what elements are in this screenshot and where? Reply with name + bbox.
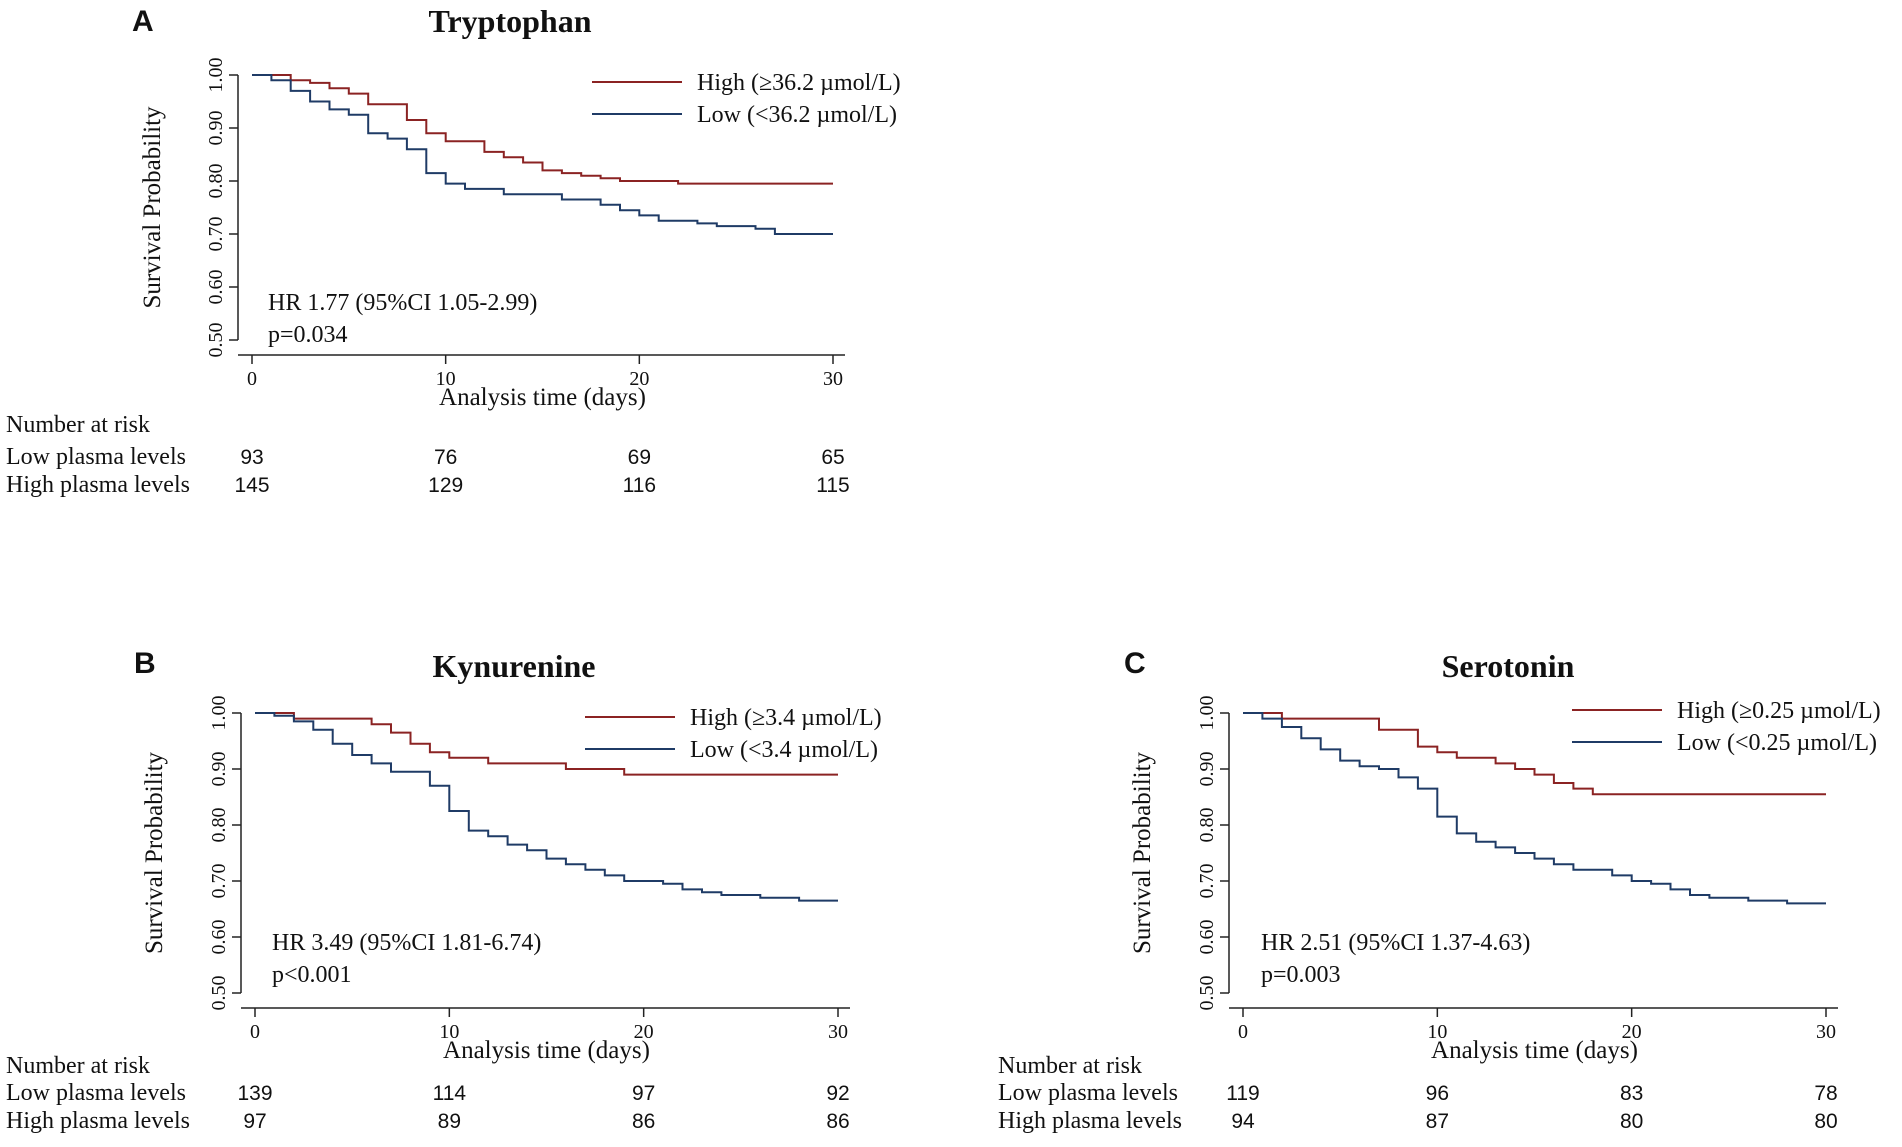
risk-count-c-1-0: 94 — [1231, 1110, 1255, 1133]
risk-count-b-0-3: 92 — [826, 1082, 849, 1105]
y-axis-label-c: Survival Probability — [1129, 751, 1156, 954]
x-tick-label-c-1: 10 — [1427, 1021, 1447, 1043]
risk-row-label-c-1: High plasma levels — [998, 1108, 1182, 1134]
x-axis-label-c: Analysis time (days) — [1431, 1037, 1638, 1064]
risk-count-c-0-2: 83 — [1620, 1082, 1643, 1105]
risk-count-a-0-2: 69 — [628, 446, 651, 469]
risk-count-a-0-3: 65 — [821, 446, 844, 469]
risk-count-c-0-3: 78 — [1814, 1082, 1837, 1105]
y-tick-label-c-1: 0.60 — [1196, 920, 1218, 955]
y-tick-label-a-0: 0.50 — [205, 323, 227, 358]
risk-count-b-0-1: 114 — [433, 1082, 467, 1105]
risk-count-c-0-0: 119 — [1226, 1082, 1259, 1105]
chart-title-a: Tryptophan — [428, 3, 591, 39]
y-tick-label-c-4: 0.90 — [1196, 752, 1218, 787]
y-axis-label-b: Survival Probability — [141, 751, 168, 954]
survival-curve-c-high — [1243, 712, 1826, 796]
risk-count-c-1-2: 80 — [1620, 1110, 1643, 1133]
y-axis-label-a: Survival Probability — [139, 106, 166, 309]
legend-label-a-1: Low (<36.2 µmol/L) — [697, 102, 897, 128]
chart-title-c: Serotonin — [1442, 648, 1575, 684]
x-axis-label-b: Analysis time (days) — [443, 1037, 650, 1064]
y-tick-label-a-1: 0.60 — [205, 270, 227, 305]
risk-count-a-0-0: 93 — [240, 446, 263, 469]
risk-row-label-b-0: Low plasma levels — [6, 1080, 186, 1106]
panel-letter-c: C — [1124, 647, 1146, 680]
y-tick-label-a-3: 0.80 — [205, 164, 227, 199]
y-tick-label-c-2: 0.70 — [1196, 864, 1218, 899]
y-tick-label-c-3: 0.80 — [1196, 808, 1218, 843]
y-tick-label-c-5: 1.00 — [1196, 696, 1218, 731]
legend-label-c-1: Low (<0.25 µmol/L) — [1677, 730, 1877, 756]
p-value-text-b: p<0.001 — [272, 962, 352, 988]
x-tick-label-b-1: 10 — [439, 1021, 459, 1043]
x-axis-label-a: Analysis time (days) — [439, 384, 646, 411]
y-tick-label-a-2: 0.70 — [205, 217, 227, 252]
legend-label-a-0: High (≥36.2 µmol/L) — [697, 70, 901, 96]
chart-title-b: Kynurenine — [433, 648, 596, 684]
hazard-ratio-text-c: HR 2.51 (95%CI 1.37-4.63) — [1261, 930, 1530, 956]
y-tick-label-b-5: 1.00 — [208, 696, 230, 731]
risk-table-heading-a: Number at risk — [6, 412, 150, 438]
risk-count-b-0-2: 97 — [632, 1082, 655, 1105]
survival-curve-b-high — [255, 712, 838, 776]
survival-curve-a-low — [252, 74, 833, 235]
risk-table-heading-c: Number at risk — [998, 1053, 1142, 1079]
hazard-ratio-text-a: HR 1.77 (95%CI 1.05-2.99) — [268, 290, 537, 316]
y-tick-label-b-0: 0.50 — [208, 976, 230, 1011]
y-tick-label-c-0: 0.50 — [1196, 976, 1218, 1011]
risk-count-b-1-3: 86 — [826, 1110, 849, 1133]
risk-row-label-b-1: High plasma levels — [6, 1108, 190, 1134]
risk-row-label-a-0: Low plasma levels — [6, 444, 186, 470]
legend-label-b-0: High (≥3.4 µmol/L) — [690, 705, 882, 731]
hazard-ratio-text-b: HR 3.49 (95%CI 1.81-6.74) — [272, 930, 541, 956]
risk-count-a-1-3: 115 — [816, 474, 849, 497]
y-tick-label-b-3: 0.80 — [208, 808, 230, 843]
x-tick-label-c-3: 30 — [1816, 1021, 1836, 1043]
y-tick-label-b-2: 0.70 — [208, 864, 230, 899]
x-tick-label-b-3: 30 — [828, 1021, 848, 1043]
survival-curve-a-high — [252, 74, 833, 185]
x-tick-label-c-2: 20 — [1622, 1021, 1642, 1043]
risk-table-heading-b: Number at risk — [6, 1053, 150, 1079]
risk-row-label-c-0: Low plasma levels — [998, 1080, 1178, 1106]
risk-count-c-0-1: 96 — [1426, 1082, 1449, 1105]
x-tick-label-c-0: 0 — [1238, 1021, 1248, 1043]
risk-count-a-1-1: 129 — [428, 474, 463, 497]
p-value-text-c: p=0.003 — [1261, 962, 1341, 988]
legend-label-c-0: High (≥0.25 µmol/L) — [1677, 698, 1881, 724]
y-tick-label-a-4: 0.90 — [205, 111, 227, 146]
panel-letter-a: A — [132, 5, 154, 38]
survival-curve-b-low — [255, 712, 838, 902]
panel-letter-b: B — [134, 647, 156, 680]
risk-count-b-0-0: 139 — [237, 1082, 272, 1105]
risk-count-b-1-0: 97 — [243, 1110, 266, 1133]
risk-count-a-1-0: 145 — [234, 474, 269, 497]
risk-count-b-1-1: 89 — [438, 1110, 461, 1133]
legend-label-b-1: Low (<3.4 µmol/L) — [690, 737, 878, 763]
risk-count-c-1-3: 80 — [1814, 1110, 1837, 1133]
y-tick-label-b-4: 0.90 — [208, 752, 230, 787]
p-value-text-a: p=0.034 — [268, 322, 348, 348]
risk-count-b-1-2: 86 — [632, 1110, 655, 1133]
risk-count-c-1-1: 87 — [1426, 1110, 1449, 1133]
risk-count-a-1-2: 116 — [623, 474, 656, 497]
x-tick-label-a-0: 0 — [247, 368, 257, 390]
x-tick-label-a-3: 30 — [823, 368, 843, 390]
x-tick-label-b-0: 0 — [250, 1021, 260, 1043]
risk-count-a-0-1: 76 — [434, 446, 457, 469]
y-tick-label-a-5: 1.00 — [205, 58, 227, 93]
survival-curve-c-low — [1243, 712, 1826, 905]
y-tick-label-b-1: 0.60 — [208, 920, 230, 955]
risk-row-label-a-1: High plasma levels — [6, 472, 190, 498]
x-tick-label-a-2: 20 — [629, 368, 649, 390]
x-tick-label-b-2: 20 — [634, 1021, 654, 1043]
x-tick-label-a-1: 10 — [436, 368, 456, 390]
